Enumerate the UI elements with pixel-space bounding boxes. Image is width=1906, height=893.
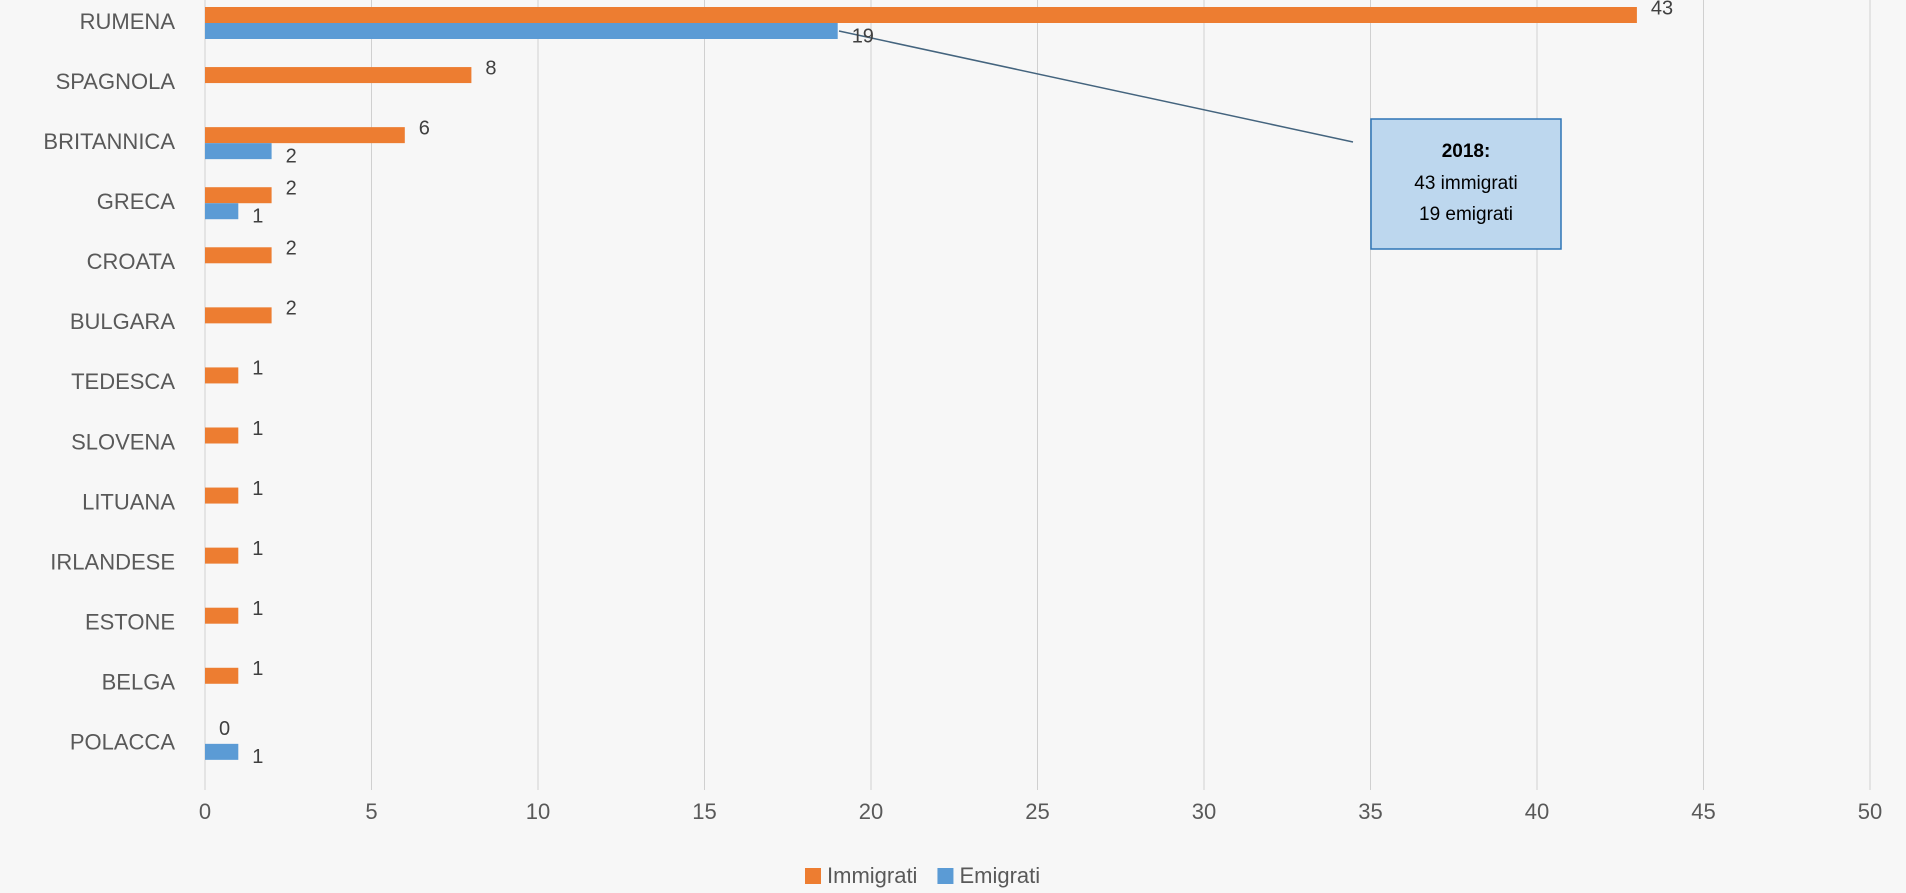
y-tick-label: LITUANA: [82, 489, 175, 514]
data-label: 1: [252, 478, 263, 500]
data-label: 19: [852, 25, 874, 47]
bar: [205, 607, 239, 624]
y-tick-label: BRITANNICA: [43, 129, 175, 154]
bar: [205, 7, 1637, 23]
x-tick-label: 35: [1358, 799, 1382, 824]
data-label: 43: [1651, 0, 1673, 19]
annotation-line: 43 immigrati: [1414, 173, 1517, 194]
data-label: 1: [252, 658, 263, 680]
x-tick-label: 45: [1691, 799, 1715, 824]
legend-label: Emigrati: [959, 863, 1040, 888]
x-tick-label: 10: [526, 799, 550, 824]
data-label: 2: [286, 177, 297, 199]
y-tick-label: BELGA: [102, 670, 176, 695]
legend-label: Immigrati: [827, 863, 917, 888]
x-tick-label: 0: [199, 799, 211, 824]
bar: [205, 23, 838, 39]
bar: [205, 127, 405, 144]
x-tick-label: 15: [692, 799, 716, 824]
bar: [205, 667, 239, 684]
y-tick-label: CROATA: [87, 249, 176, 274]
data-label: 1: [252, 358, 263, 380]
data-label: 1: [252, 418, 263, 440]
y-tick-label: BULGARA: [70, 309, 175, 334]
bar: [205, 487, 239, 504]
data-label: 1: [252, 746, 263, 768]
x-tick-label: 50: [1858, 799, 1882, 824]
bar: [205, 307, 272, 324]
data-label: 2: [286, 145, 297, 167]
annotation-title: 2018:: [1442, 141, 1491, 162]
data-label: 1: [252, 598, 263, 620]
annotation-leader: [838, 30, 1354, 143]
data-label: 1: [252, 205, 263, 227]
bar: [205, 67, 472, 84]
y-tick-label: SPAGNOLA: [56, 69, 176, 94]
legend-swatch: [937, 868, 954, 884]
bar: [205, 547, 239, 564]
data-label: 2: [286, 298, 297, 320]
bar: [205, 203, 239, 220]
data-label: 1: [252, 538, 263, 560]
y-tick-label: POLACCA: [70, 730, 175, 755]
bar: [205, 247, 272, 264]
bar: [205, 367, 239, 384]
data-label: 2: [286, 238, 297, 260]
bar: [205, 143, 272, 160]
legend-swatch: [805, 868, 821, 884]
x-tick-label: 5: [365, 799, 377, 824]
y-tick-label: IRLANDESE: [50, 549, 175, 574]
x-tick-label: 25: [1025, 799, 1049, 824]
bar: [205, 187, 272, 204]
y-tick-label: TEDESCA: [71, 369, 175, 394]
data-label: 0: [219, 718, 230, 740]
y-tick-label: RUMENA: [80, 9, 176, 34]
y-tick-label: ESTONE: [85, 610, 175, 635]
y-tick-label: SLOVENA: [71, 429, 175, 454]
y-tick-label: GRECA: [97, 189, 176, 214]
x-tick-label: 20: [859, 799, 883, 824]
annotation-line: 19 emigrati: [1419, 204, 1513, 225]
bar: [205, 743, 239, 760]
x-tick-label: 30: [1192, 799, 1216, 824]
annotation-box: [1370, 118, 1562, 250]
data-label: 6: [419, 117, 430, 139]
data-label: 8: [485, 57, 496, 79]
bar: [205, 427, 239, 444]
x-tick-label: 40: [1525, 799, 1549, 824]
